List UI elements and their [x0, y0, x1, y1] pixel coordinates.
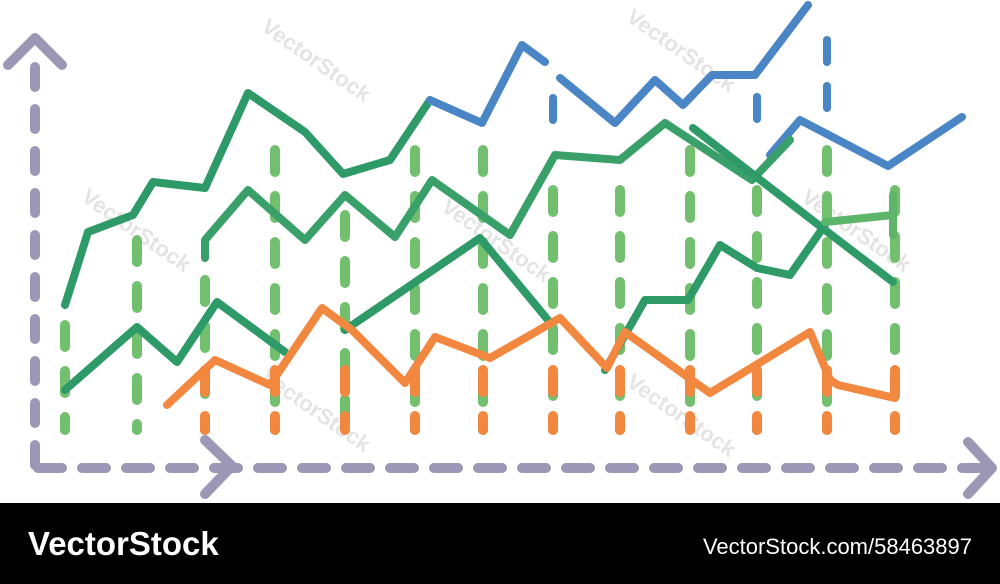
blue-dashes [549, 36, 831, 129]
line-blue [556, 1, 812, 127]
line-orange [163, 304, 899, 409]
line-green [201, 119, 794, 262]
watermark: VectorStock [257, 14, 376, 108]
lines [61, 1, 966, 409]
line-green-low [341, 234, 552, 334]
line-green-low [61, 298, 289, 394]
line-green-low [601, 221, 829, 374]
footer-bar [0, 503, 1000, 584]
y-arrow [3, 33, 67, 70]
x-arrow [963, 437, 997, 499]
watermark: VectorStock [622, 4, 741, 98]
line-dark-green [61, 89, 434, 309]
watermark: VectorStock [437, 194, 556, 288]
footer-brand: VectorStock [28, 525, 219, 562]
line-green-end [821, 211, 897, 226]
x-arrow-mid [200, 435, 237, 499]
axes [3, 33, 997, 499]
line-blue [426, 41, 549, 127]
footer-id: VectorStock.com/58463897 [703, 534, 972, 559]
line-blue [766, 113, 966, 170]
